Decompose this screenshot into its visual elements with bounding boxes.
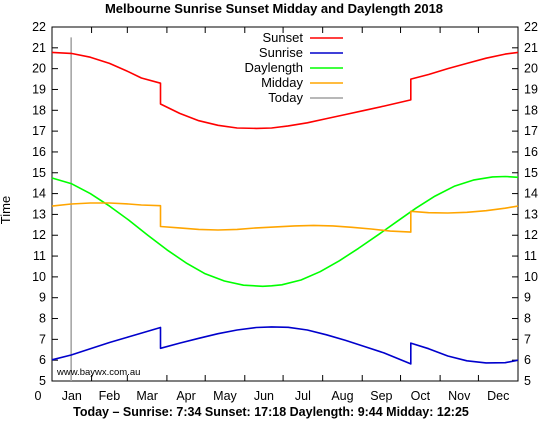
- y-axis-label: Time: [0, 196, 13, 224]
- y-tick-label-right: 18: [524, 103, 538, 117]
- month-label: Dec: [487, 389, 509, 403]
- x-tick-label: 0: [35, 389, 42, 403]
- y-tick-label-left: 16: [32, 145, 46, 159]
- plot-area: 5 5 6 6 7 7 8 8 9 9 10 10 11 11 12 12 13 13 14 14 15 15 16 16 17…: [32, 20, 538, 403]
- y-tick-label-right: 14: [524, 187, 538, 201]
- y-tick-label-right: 7: [524, 332, 531, 346]
- y-tick-label-left: 12: [32, 228, 46, 242]
- month-label: Aug: [331, 389, 353, 403]
- y-tick-label-left: 15: [32, 166, 46, 180]
- y-tick-label-left: 8: [39, 312, 46, 326]
- y-tick-label-left: 21: [32, 41, 46, 55]
- today-summary: Today – Sunrise: 7:34 Sunset: 17:18 Dayl…: [73, 405, 469, 419]
- month-label: Jan: [62, 389, 82, 403]
- y-tick-label-left: 20: [32, 62, 46, 76]
- watermark: www.baywx.com.au: [56, 367, 140, 378]
- legend-label-sunset: Sunset: [263, 30, 304, 45]
- y-tick-label-left: 19: [32, 82, 46, 96]
- y-tick-label-left: 13: [32, 207, 46, 221]
- month-label: Feb: [99, 389, 121, 403]
- series-line-sunrise: [51, 326, 519, 365]
- y-tick-label-left: 22: [32, 20, 46, 34]
- y-tick-label-right: 17: [524, 124, 538, 138]
- y-tick-label-right: 16: [524, 145, 538, 159]
- series-line-daylength: [51, 175, 519, 288]
- legend-label-today: Today: [268, 90, 303, 105]
- y-tick-label-left: 17: [32, 124, 46, 138]
- y-tick-label-left: 7: [39, 332, 46, 346]
- y-tick-label-right: 12: [524, 228, 538, 242]
- month-label: Mar: [136, 389, 158, 403]
- y-tick-label-right: 22: [524, 20, 538, 34]
- month-label: May: [213, 389, 237, 403]
- legend-label-daylength: Daylength: [244, 60, 303, 75]
- y-tick-label-left: 11: [33, 249, 46, 263]
- y-tick-label-right: 13: [524, 207, 538, 221]
- y-tick-label-right: 21: [524, 41, 538, 55]
- y-tick-label-left: 14: [32, 187, 46, 201]
- y-tick-label-right: 8: [524, 312, 531, 326]
- chart-title: Melbourne Sunrise Sunset Midday and Dayl…: [105, 1, 443, 16]
- plot-frame: [51, 26, 519, 382]
- y-tick-label-right: 19: [524, 82, 538, 96]
- y-tick-label-right: 5: [524, 374, 531, 388]
- y-tick-label-right: 6: [524, 353, 531, 367]
- legend-label-sunrise: Sunrise: [259, 45, 303, 60]
- month-label: Sep: [370, 389, 392, 403]
- y-tick-label-right: 11: [524, 249, 537, 263]
- legend-label-midday: Midday: [261, 75, 303, 90]
- month-label: Oct: [411, 389, 431, 403]
- y-tick-label-left: 9: [39, 291, 46, 305]
- y-tick-label-left: 5: [39, 374, 46, 388]
- y-tick-label-right: 20: [524, 62, 538, 76]
- y-tick-label-left: 18: [32, 103, 46, 117]
- month-label: Nov: [448, 389, 471, 403]
- y-tick-label-right: 10: [524, 270, 538, 284]
- y-tick-label-right: 15: [524, 166, 538, 180]
- month-label: Apr: [176, 389, 195, 403]
- y-tick-label-right: 9: [524, 291, 531, 305]
- month-label: Jun: [254, 389, 274, 403]
- series-line-midday: [51, 202, 519, 233]
- y-tick-label-left: 10: [32, 270, 46, 284]
- y-tick-label-left: 6: [39, 353, 46, 367]
- series-line-sunset: [51, 51, 519, 130]
- month-label: Jul: [295, 389, 311, 403]
